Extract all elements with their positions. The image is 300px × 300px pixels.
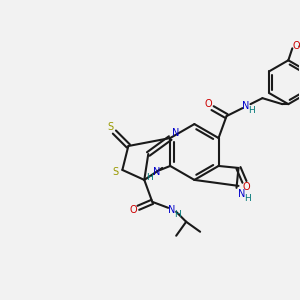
- Text: S: S: [107, 122, 113, 132]
- Text: N: N: [172, 128, 179, 138]
- Text: N: N: [167, 205, 175, 215]
- Text: O: O: [205, 99, 212, 109]
- Text: H: H: [146, 173, 153, 182]
- Text: N: N: [242, 101, 249, 111]
- Text: O: O: [130, 205, 137, 215]
- Text: N: N: [153, 167, 160, 177]
- Text: S: S: [112, 167, 119, 177]
- Text: H: H: [174, 210, 181, 219]
- Text: H: H: [244, 194, 251, 203]
- Text: N: N: [238, 189, 245, 199]
- Text: O: O: [243, 182, 250, 192]
- Text: O: O: [292, 41, 300, 51]
- Text: H: H: [248, 106, 255, 115]
